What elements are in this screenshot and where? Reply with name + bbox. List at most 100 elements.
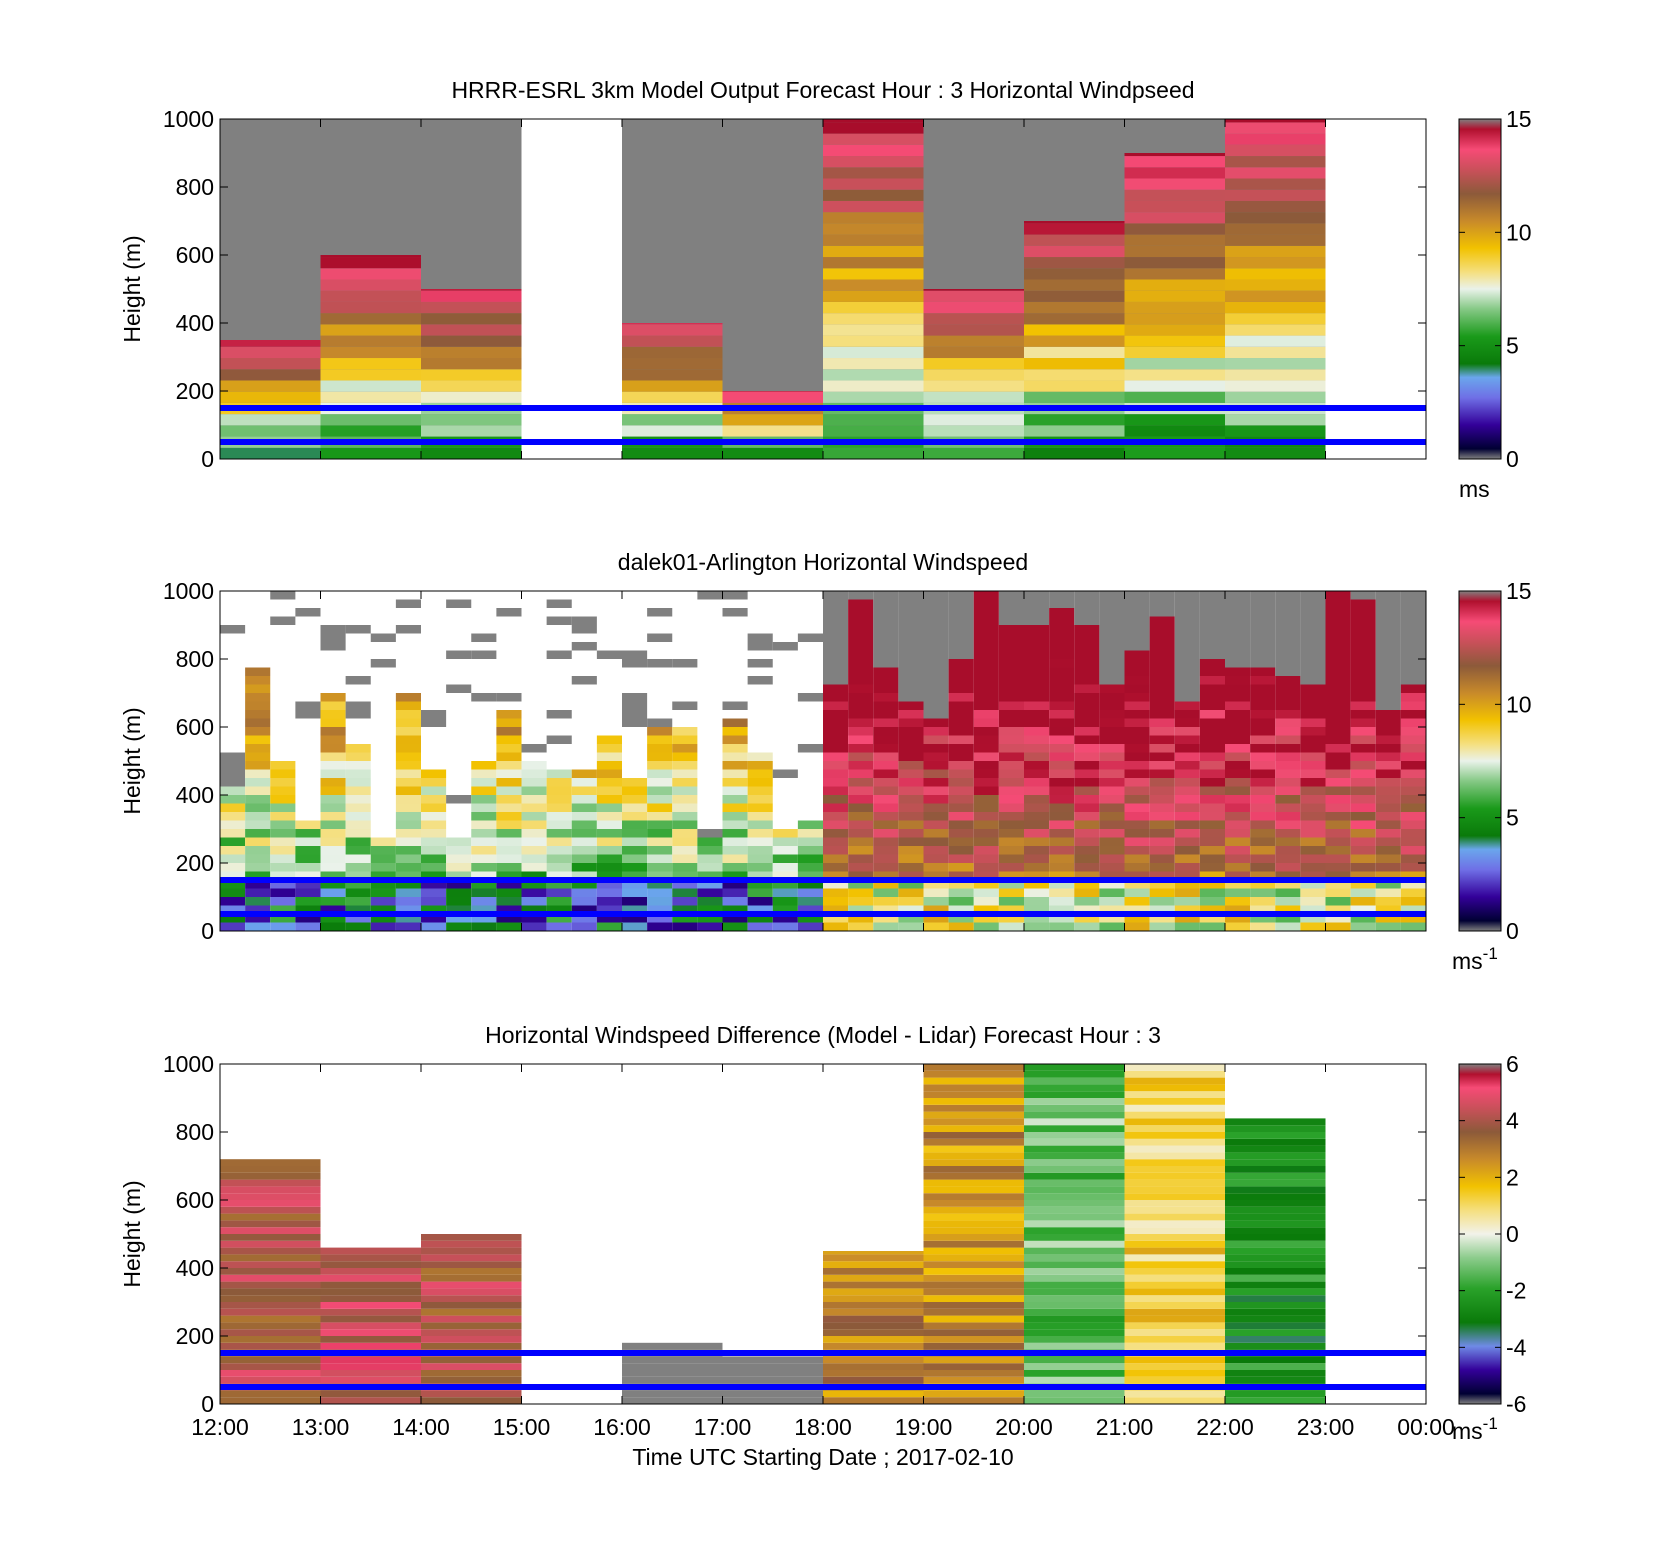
heatmap-cell bbox=[948, 803, 974, 812]
heatmap-cell bbox=[1099, 676, 1125, 685]
heatmap-cell bbox=[1250, 803, 1276, 812]
heatmap-cell bbox=[220, 358, 321, 370]
heatmap-cell bbox=[823, 1370, 924, 1377]
heatmap-cell bbox=[848, 727, 874, 736]
heatmap-cell bbox=[823, 769, 849, 778]
heatmap-cell bbox=[747, 752, 773, 761]
heatmap-cell bbox=[370, 914, 396, 923]
heatmap-cell bbox=[923, 914, 949, 923]
heatmap-cell bbox=[1124, 659, 1150, 668]
heatmap-cell bbox=[1124, 234, 1225, 246]
heatmap-cell bbox=[1300, 676, 1326, 685]
heatmap-cell bbox=[848, 786, 874, 795]
heatmap-cell bbox=[1024, 786, 1050, 795]
heatmap-cell bbox=[1225, 1152, 1326, 1160]
y-tick-label: 1000 bbox=[163, 1051, 214, 1077]
heatmap-cell bbox=[823, 156, 924, 168]
heatmap-cell bbox=[1199, 922, 1225, 931]
heatmap-cell bbox=[446, 846, 472, 855]
heatmap-cell bbox=[647, 633, 673, 642]
heatmap-cell bbox=[1074, 922, 1100, 931]
heatmap-cell bbox=[823, 854, 849, 863]
heatmap-cell bbox=[622, 659, 648, 668]
heatmap-cell bbox=[1024, 380, 1125, 392]
heatmap-cell bbox=[1400, 829, 1426, 838]
heatmap-cell bbox=[1375, 667, 1401, 676]
heatmap-cell bbox=[823, 133, 924, 145]
heatmap-cell bbox=[823, 888, 849, 897]
heatmap-cell bbox=[948, 786, 974, 795]
heatmap-cell bbox=[923, 289, 1024, 291]
heatmap-cell bbox=[1375, 701, 1401, 710]
heatmap-cell bbox=[1024, 1186, 1125, 1194]
heatmap-cell bbox=[923, 701, 949, 710]
heatmap-cell bbox=[823, 684, 849, 693]
heatmap-cell bbox=[948, 829, 974, 838]
heatmap-cell bbox=[797, 897, 823, 906]
heatmap-cell bbox=[320, 1342, 421, 1350]
heatmap-cell bbox=[521, 803, 547, 812]
heatmap-cell bbox=[1199, 710, 1225, 719]
heatmap-cell bbox=[220, 786, 246, 795]
heatmap-cell bbox=[898, 718, 924, 727]
heatmap-cell bbox=[747, 829, 773, 838]
heatmap-cell bbox=[1325, 786, 1351, 795]
heatmap-cell bbox=[370, 846, 396, 855]
heatmap-cell bbox=[220, 1254, 321, 1262]
heatmap-cell bbox=[722, 803, 748, 812]
heatmap-cell bbox=[823, 1281, 924, 1289]
heatmap-cell bbox=[1174, 863, 1200, 872]
heatmap-cell bbox=[1325, 812, 1351, 821]
heatmap-cell bbox=[345, 761, 371, 770]
heatmap-cell bbox=[471, 905, 497, 914]
heatmap-cell bbox=[1024, 1315, 1125, 1323]
heatmap-cell bbox=[923, 846, 949, 855]
heatmap-cell bbox=[1325, 701, 1351, 710]
heatmap-cell bbox=[421, 1261, 522, 1268]
heatmap-cell bbox=[1300, 812, 1326, 821]
heatmap-cell bbox=[245, 735, 271, 744]
heatmap-cell bbox=[1049, 897, 1075, 906]
heatmap-cell bbox=[1024, 369, 1125, 381]
heatmap-cell bbox=[1275, 616, 1301, 625]
heatmap-cell bbox=[1375, 803, 1401, 812]
heatmap-cell bbox=[220, 1315, 321, 1323]
heatmap-cell bbox=[722, 1363, 823, 1370]
heatmap-cell bbox=[1400, 616, 1426, 625]
heatmap-cell bbox=[1375, 616, 1401, 625]
heatmap-cell bbox=[295, 710, 321, 719]
heatmap-cell bbox=[1225, 391, 1326, 403]
heatmap-cell bbox=[898, 676, 924, 685]
heatmap-cell bbox=[1099, 786, 1125, 795]
heatmap-cell bbox=[998, 761, 1024, 770]
heatmap-cell bbox=[1275, 897, 1301, 906]
heatmap-cell bbox=[873, 905, 899, 914]
heatmap-cell bbox=[496, 761, 522, 770]
heatmap-cell bbox=[421, 1322, 522, 1330]
heatmap-cell bbox=[1124, 1363, 1225, 1370]
heatmap-cell bbox=[697, 905, 723, 914]
heatmap-cell bbox=[596, 761, 622, 770]
heatmap-cell bbox=[923, 391, 1024, 403]
heatmap-cell bbox=[923, 650, 949, 659]
heatmap-cell bbox=[1300, 820, 1326, 829]
heatmap-cell bbox=[1275, 880, 1301, 889]
heatmap-cell bbox=[898, 812, 924, 821]
x-tick-label: 20:00 bbox=[995, 1414, 1053, 1440]
y-tick-label: 0 bbox=[201, 1391, 214, 1417]
heatmap-cell bbox=[571, 616, 597, 625]
heatmap-cell bbox=[220, 346, 321, 359]
heatmap-cell bbox=[1350, 820, 1376, 829]
heatmap-cell bbox=[1225, 1227, 1326, 1234]
heatmap-cell bbox=[220, 1172, 321, 1180]
heatmap-cell bbox=[722, 718, 748, 727]
heatmap-cell bbox=[1124, 608, 1150, 617]
heatmap-cell bbox=[220, 1390, 321, 1398]
heatmap-cell bbox=[873, 863, 899, 872]
heatmap-cell bbox=[596, 837, 622, 846]
heatmap-cell bbox=[923, 761, 949, 770]
heatmap-cell bbox=[848, 676, 874, 685]
heatmap-cell bbox=[1375, 846, 1401, 855]
heatmap-cell bbox=[1225, 1220, 1326, 1228]
